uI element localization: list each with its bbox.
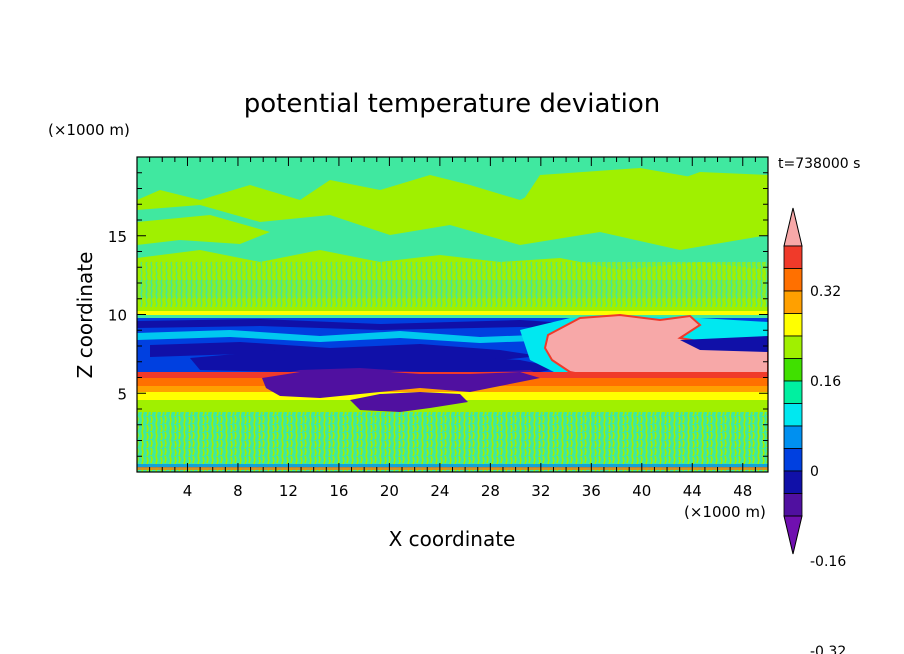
colorbar-swatch [783, 493, 803, 517]
purple-blob-main-cover [262, 370, 540, 398]
x-tick-label: 36 [582, 482, 601, 500]
y-tick-label: 15 [108, 228, 127, 246]
colorbar-swatch [783, 358, 803, 382]
colorbar-top-arrow [783, 207, 803, 247]
colorbar-swatch [783, 448, 803, 472]
colorbar-label: -0.32 [810, 644, 846, 654]
colorbar-swatch [783, 380, 803, 404]
lime-band [137, 400, 768, 412]
x-tick-label: 28 [481, 482, 500, 500]
y-unit-label: (×1000 m) [48, 121, 130, 139]
colorbar-label: 0.16 [810, 374, 841, 390]
lower-noise-field [137, 412, 768, 472]
colorbar-swatch [783, 403, 803, 427]
contour-field [137, 157, 768, 472]
time-label: t=738000 s [778, 156, 860, 172]
pink-anomaly [543, 313, 768, 381]
cyan-streak [137, 330, 560, 343]
chart-title: potential temperature deviation [244, 89, 660, 119]
colorbar-bottom-arrow [783, 515, 803, 555]
top-warm-line [137, 311, 768, 315]
y-axis-ticks: 5 10 15 [108, 172, 768, 457]
purple-blob-lower-cover [350, 392, 468, 412]
x-tick-label: 4 [183, 482, 193, 500]
colorbar: 0.32 0.16 0 -0.16 -0.32 [783, 207, 846, 654]
navy-streaks [137, 319, 600, 360]
bottom-edge-line [137, 464, 768, 468]
colorbar-label: -0.16 [810, 554, 846, 570]
upper-lime-patch [520, 168, 768, 225]
y-tick-label: 10 [108, 307, 127, 325]
colorbar-swatch [783, 470, 803, 494]
colorbar-swatch [783, 268, 803, 292]
upper-teal-band [137, 205, 768, 270]
top-warm-line2 [137, 315, 768, 318]
x-tick-label: 48 [733, 482, 752, 500]
x-tick-label: 32 [531, 482, 550, 500]
colorbar-swatch [783, 313, 803, 337]
x-unit-label: (×1000 m) [684, 503, 766, 521]
x-tick-label: 8 [233, 482, 243, 500]
colorbar-label: 0.32 [810, 284, 841, 300]
colorbar-swatch [783, 290, 803, 314]
navy-layer-lower [190, 350, 560, 376]
x-tick-label: 24 [430, 482, 449, 500]
x-tick-label: 16 [329, 482, 348, 500]
upper-lime-patch2 [137, 215, 270, 245]
x-tick-label: 12 [279, 482, 298, 500]
y-axis-label: Z coordinate [73, 252, 97, 379]
colorbar-label: 0 [810, 464, 819, 480]
x-tick-label: 44 [683, 482, 702, 500]
upper-noise-band [137, 262, 768, 307]
x-axis-ticks: 4 8 12 16 20 24 28 32 36 40 44 48 [149, 157, 756, 500]
navy-right-band [680, 336, 768, 352]
colorbar-swatch [783, 425, 803, 449]
x-tick-label: 20 [380, 482, 399, 500]
y-tick-label: 5 [117, 385, 127, 403]
x-axis-label: X coordinate [389, 527, 516, 551]
colorbar-swatch [783, 245, 803, 269]
x-tick-label: 40 [632, 482, 651, 500]
colorbar-swatch [783, 335, 803, 359]
